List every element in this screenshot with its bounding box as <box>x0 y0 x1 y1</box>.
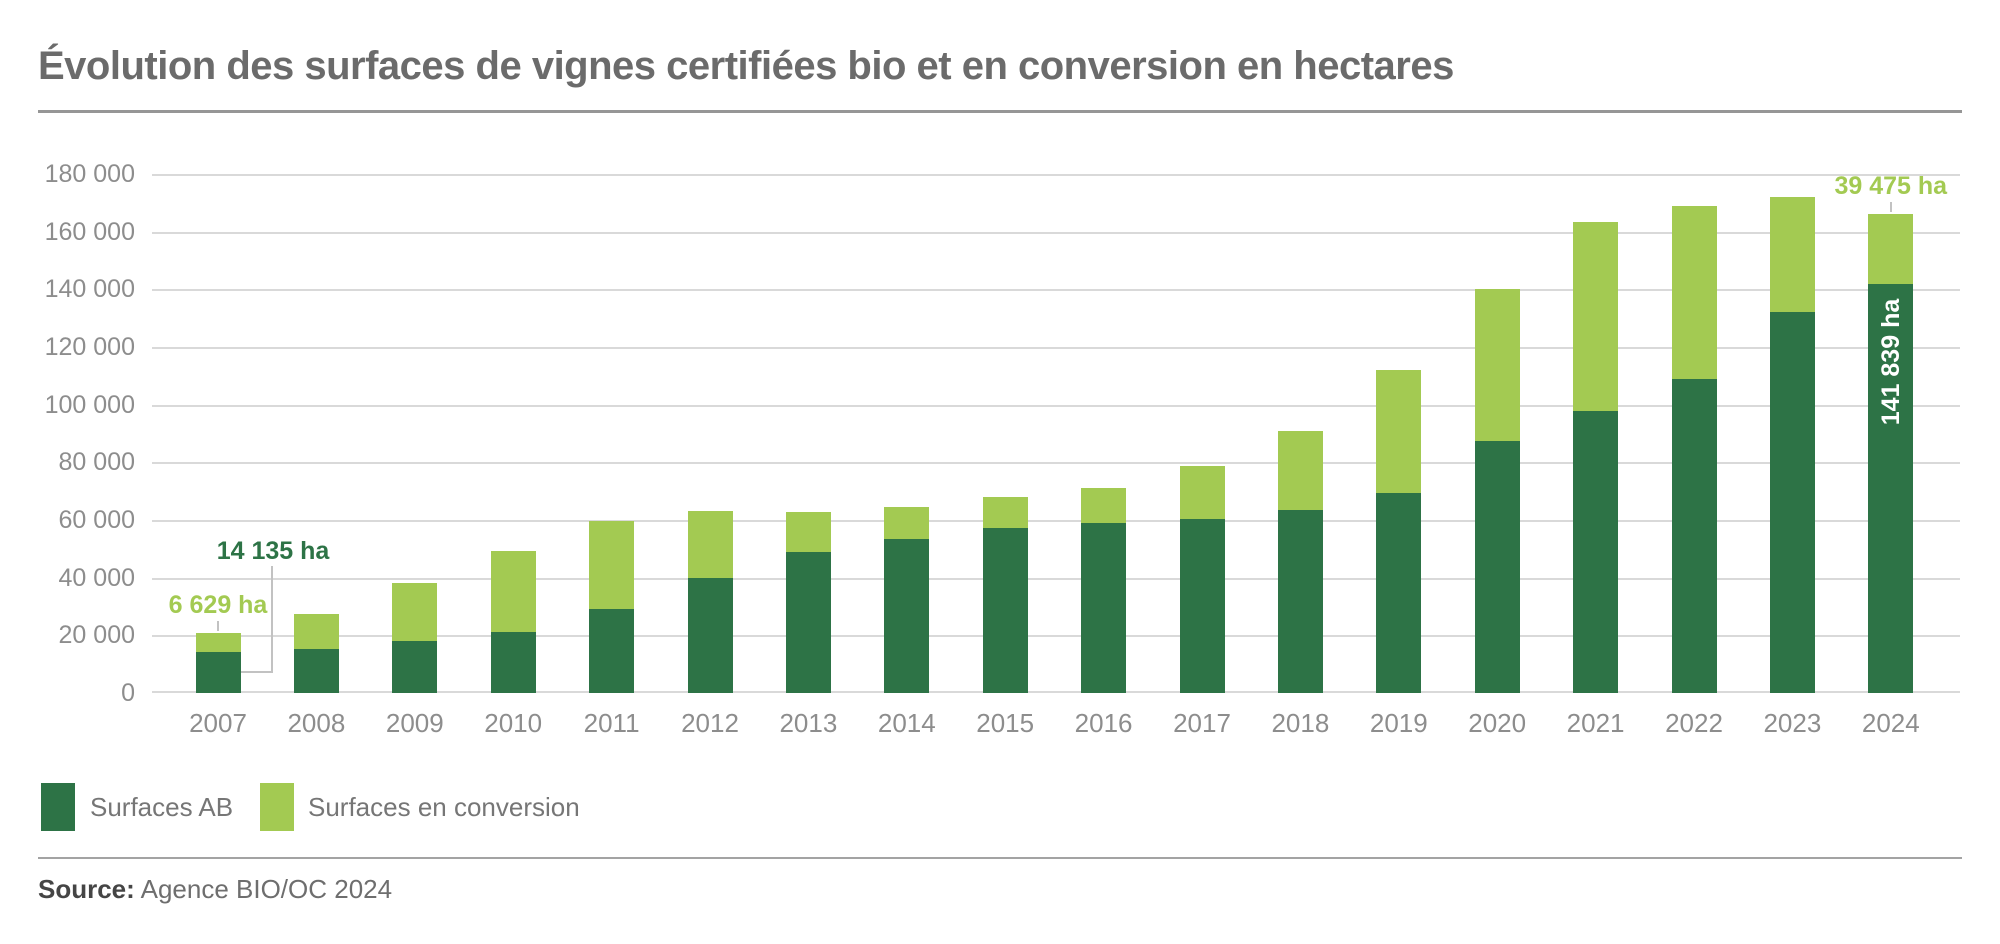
bar-segment-ab-2009 <box>392 641 438 693</box>
bar-segment-conversion-2024 <box>1868 214 1914 285</box>
gridline-120000 <box>152 347 1960 349</box>
gridline-180000 <box>152 174 1960 176</box>
bar-segment-ab-2019 <box>1376 492 1422 693</box>
x-axis-tick-label-2011: 2011 <box>583 708 640 738</box>
bar-segment-conversion-2013 <box>785 512 831 553</box>
source-line: Source: Agence BIO/OC 2024 <box>38 874 392 905</box>
gridline-100000 <box>152 404 1960 407</box>
bar-segment-conversion-2018 <box>1277 430 1323 510</box>
y-axis-tick-label: 80 000 <box>58 448 135 477</box>
gridline-0 <box>152 691 1960 693</box>
bar-segment-conversion-2009 <box>392 582 438 642</box>
x-axis-tick-label-2022: 2022 <box>1665 708 1723 738</box>
x-axis-tick-label-2012: 2012 <box>681 708 739 738</box>
bar-segment-conversion-2007 <box>195 633 241 653</box>
bar-segment-ab-2024 <box>1868 284 1914 693</box>
y-axis-tick-label: 180 000 <box>44 160 135 188</box>
annotation-conversion-2007: 6 629 ha <box>168 591 268 620</box>
annotation-ab-2007: 14 135 ha <box>216 537 330 565</box>
x-axis-tick-label-2023: 2023 <box>1763 708 1822 738</box>
x-axis-tick-label-2016: 2016 <box>1074 708 1133 738</box>
gridline-20000 <box>152 635 1960 638</box>
annotation-conversion-2024: 39 475 ha <box>1834 172 1948 201</box>
x-axis-tick-label-2019: 2019 <box>1369 708 1428 738</box>
x-axis-tick-label-2013: 2013 <box>779 708 838 738</box>
x-axis-tick-label-2021: 2021 <box>1566 708 1625 738</box>
legend-swatch-surfaces-ab <box>41 783 75 831</box>
bar-segment-ab-2013 <box>785 552 831 693</box>
bar-segment-ab-2023 <box>1769 311 1815 693</box>
gridline-140000 <box>152 289 1960 292</box>
annotation-ab-inside-2024: 141 839 ha <box>1876 298 1905 426</box>
bar-segment-ab-2011 <box>589 608 635 693</box>
x-axis-tick-label-2010: 2010 <box>484 708 543 738</box>
bar-segment-ab-2007 <box>195 652 241 693</box>
annotation-tick-2024 <box>1889 202 1892 213</box>
y-axis-tick-label: 20 000 <box>58 621 135 650</box>
x-axis-tick-label-2014: 2014 <box>877 708 936 738</box>
gridline-40000 <box>152 577 1960 580</box>
bar-segment-conversion-2008 <box>293 614 339 650</box>
legend-label-surfaces-ab: Surfaces AB <box>90 792 234 822</box>
legend-label-surfaces-en-conversion: Surfaces en conversion <box>308 792 580 822</box>
bar-segment-conversion-2021 <box>1573 222 1619 412</box>
y-axis-tick-label: 60 000 <box>58 506 135 534</box>
bar-segment-ab-2012 <box>687 578 733 693</box>
bar-segment-ab-2010 <box>490 631 536 693</box>
x-axis-tick-label-2020: 2020 <box>1468 708 1527 738</box>
bar-segment-conversion-2016 <box>1081 487 1127 524</box>
source-text: Agence BIO/OC 2024 <box>134 874 393 904</box>
y-axis-tick-label: 100 000 <box>44 390 135 419</box>
title-divider <box>38 110 1962 113</box>
bar-segment-conversion-2019 <box>1376 370 1422 493</box>
bar-segment-ab-2015 <box>982 528 1028 693</box>
bar-segment-conversion-2014 <box>884 507 930 540</box>
bar-segment-ab-2018 <box>1277 509 1323 693</box>
gridline-80000 <box>152 462 1960 465</box>
bar-segment-ab-2021 <box>1573 411 1619 693</box>
annotation-tick-2007 <box>217 621 219 632</box>
x-axis-tick-label-2015: 2015 <box>976 708 1035 738</box>
legend-swatch-surfaces-en-conversion <box>260 783 294 831</box>
source-divider <box>38 857 1962 859</box>
annotation-connector-horizontal-2007 <box>240 670 273 673</box>
x-axis-tick-label-2017: 2017 <box>1173 708 1231 738</box>
x-axis-tick-label-2007: 2007 <box>189 708 247 738</box>
y-axis-tick-label: 120 000 <box>44 333 135 361</box>
y-axis-tick-label: 40 000 <box>58 563 135 592</box>
bar-segment-conversion-2020 <box>1474 289 1520 441</box>
bar-segment-conversion-2017 <box>1179 466 1225 519</box>
chart-title: Évolution des surfaces de vignes certifi… <box>38 44 1454 88</box>
gridline-60000 <box>152 520 1960 522</box>
bar-segment-ab-2014 <box>884 539 930 693</box>
bar-segment-ab-2016 <box>1081 523 1127 693</box>
bar-segment-ab-2017 <box>1179 518 1225 693</box>
y-axis-tick-label: 160 000 <box>44 217 135 246</box>
x-axis-tick-label-2008: 2008 <box>287 708 346 738</box>
bar-segment-conversion-2012 <box>687 511 733 579</box>
y-axis-tick-label: 140 000 <box>44 275 135 304</box>
bar-segment-ab-2020 <box>1474 440 1520 693</box>
bar-segment-conversion-2022 <box>1671 206 1717 379</box>
plot-area <box>152 174 1960 693</box>
x-axis-tick-label-2024: 2024 <box>1861 708 1920 738</box>
gridline-160000 <box>152 231 1960 234</box>
bar-segment-ab-2022 <box>1671 378 1717 693</box>
annotation-connector-vertical-2007 <box>271 566 273 673</box>
x-axis-tick-label-2009: 2009 <box>385 708 444 738</box>
bar-segment-ab-2008 <box>293 649 339 693</box>
bar-segment-conversion-2011 <box>589 520 635 609</box>
bar-segment-conversion-2015 <box>982 496 1028 529</box>
x-axis-tick-label-2018: 2018 <box>1271 708 1330 738</box>
y-axis-tick-label: 0 <box>121 679 135 707</box>
bar-segment-conversion-2023 <box>1769 197 1815 312</box>
bar-segment-conversion-2010 <box>490 550 536 632</box>
source-label: Source: <box>38 874 135 904</box>
